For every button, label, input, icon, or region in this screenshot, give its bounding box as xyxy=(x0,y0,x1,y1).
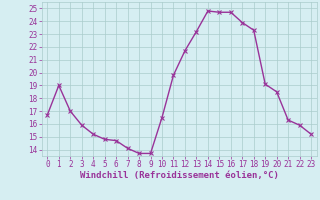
X-axis label: Windchill (Refroidissement éolien,°C): Windchill (Refroidissement éolien,°C) xyxy=(80,171,279,180)
